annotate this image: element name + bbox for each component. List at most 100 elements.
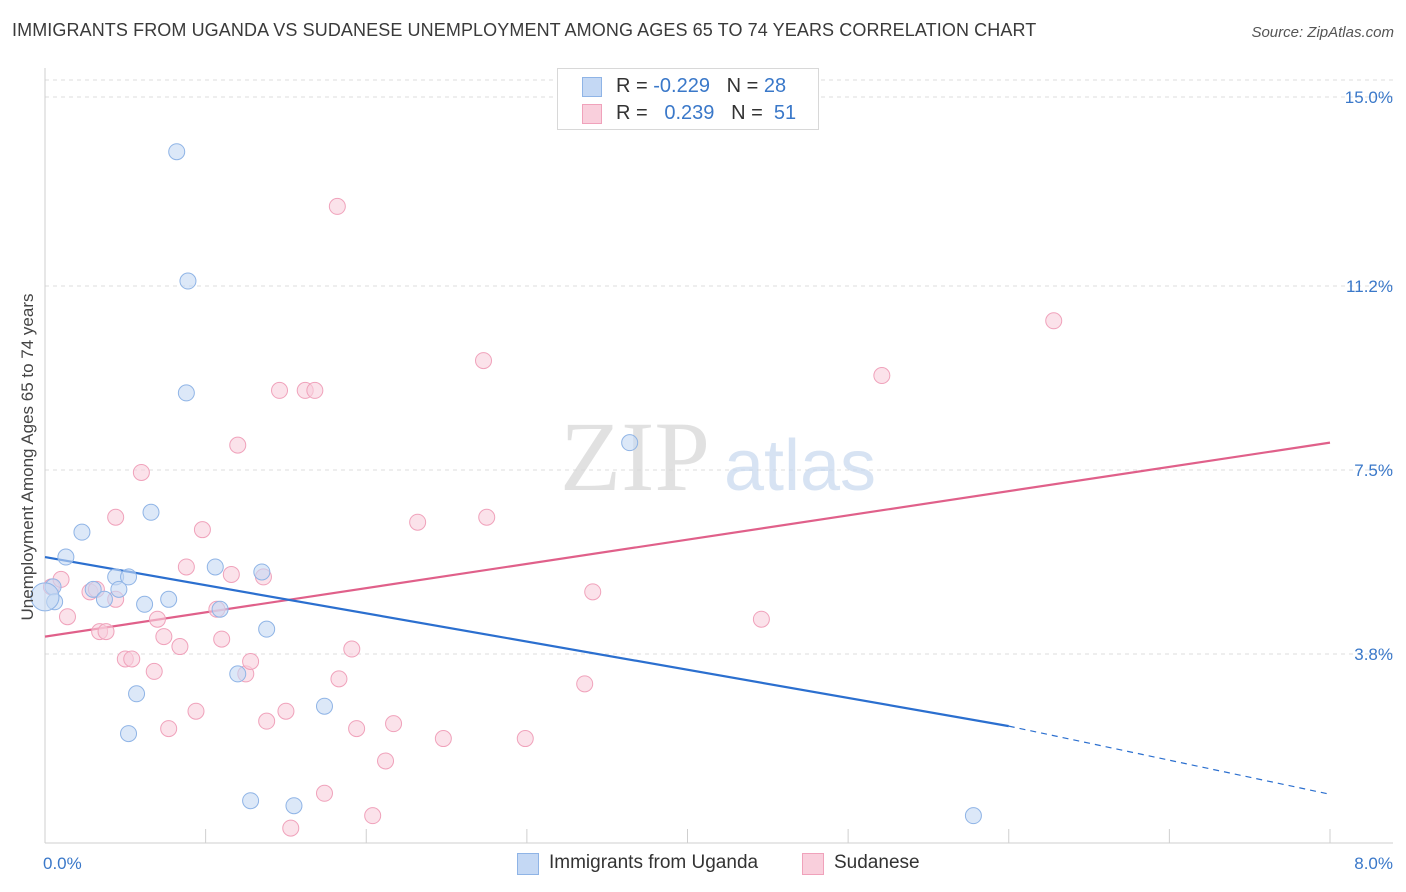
sudanese-point [177,558,195,576]
legend-r-value-sudanese: 0.239 [664,102,715,124]
sudanese-point [258,712,276,730]
uganda-point [120,568,138,586]
chart-title: IMMIGRANTS FROM UGANDA VS SUDANESE UNEMP… [12,20,1037,40]
uganda-point [160,590,178,608]
gridlines [45,79,1393,655]
bottom-legend-label-uganda: Immigrants from Uganda [549,852,759,873]
uganda-point [211,600,229,618]
uganda-point [253,563,271,581]
sudanese-point [377,752,395,770]
sudanese-point [132,463,150,481]
sudanese-point [107,508,125,526]
axes [44,68,1393,844]
uganda-point [229,665,247,683]
uganda-point [964,807,982,825]
sudanese-point [434,730,452,748]
legend-n-value-uganda: 28 [763,75,787,97]
sudanese-point [193,521,211,539]
sudanese-point [277,702,295,720]
watermark-atlas: atlas [724,426,876,506]
uganda-point [110,580,128,598]
trend-lines [44,441,1331,795]
uganda-point [177,384,195,402]
sudanese-point [478,508,496,526]
uganda-point [315,697,333,715]
uganda-point [285,797,303,815]
sudanese-point [385,715,403,733]
legend-r-value-uganda: -0.229 [653,75,710,97]
uganda-point [128,685,146,703]
legend-r-label: R = [616,75,648,97]
uganda-point [621,434,639,452]
sudanese-point [271,381,289,399]
uganda-point [95,590,113,608]
sudanese-point [306,381,324,399]
sudanese-point [348,720,366,738]
sudanese-point [155,628,173,646]
sudanese-point [330,670,348,688]
y-tick-label: 7.5% [1354,461,1393,480]
bottom-legend-swatch-uganda [517,853,539,875]
sudanese-point [97,623,115,641]
y-axis-label: Unemployment Among Ages 65 to 74 years [18,293,37,621]
sudanese-point [187,702,205,720]
sudanese-point [1045,312,1063,330]
sudanese-point [584,583,602,601]
sudanese-point [328,197,346,215]
trend-line-uganda [44,555,1009,728]
sudanese-point [576,675,594,693]
uganda-point [136,595,154,613]
sudanese-point [873,367,891,385]
sudanese-point [364,807,382,825]
bottom-legend-label-sudanese: Sudanese [834,852,920,873]
uganda-point [258,620,276,638]
legend-n-label: N = [731,102,763,124]
sudanese-point [171,638,189,656]
tick-labels: 3.8% 7.5% 11.2% 15.0% 0.0% 8.0% [43,88,1393,873]
sudanese-point [475,352,493,370]
uganda-point [168,143,186,161]
sudanese-point [222,565,240,583]
uganda-point [179,272,197,290]
data-points [30,143,1063,837]
sudanese-point [145,662,163,680]
x-tick-label-max: 8.0% [1354,854,1393,873]
legend-swatch-sudanese [582,104,602,124]
trend-line-sudanese [44,441,1331,638]
sudanese-point [516,730,534,748]
sudanese-point [213,630,231,648]
chart-source: Source: ZipAtlas.com [1251,24,1394,41]
legend-n-label: N = [726,75,759,97]
legend-r-label: R = [616,102,648,124]
sudanese-point [409,513,427,531]
uganda-point [73,523,91,541]
uganda-point [120,725,138,743]
sudanese-point [752,610,770,628]
legend-swatch-uganda [582,77,602,97]
sudanese-point [242,652,260,670]
y-tick-label: 11.2% [1346,277,1393,296]
sudanese-point [315,784,333,802]
watermark-zip: ZIP [560,401,710,512]
sudanese-point [123,650,141,668]
x-tick-label-min: 0.0% [43,854,82,873]
legend-n-value-sudanese: 51 [773,102,797,124]
watermark: ZIP atlas [560,401,876,512]
uganda-point [57,548,75,566]
correlation-legend: R = -0.229 N = 28 R = 0.239 N = 51 [557,68,819,130]
uganda-point [84,580,102,598]
sudanese-point [229,436,247,454]
sudanese-point [148,610,166,628]
sudanese-point [160,720,178,738]
y-tick-label: 15.0% [1345,88,1393,107]
uganda-point [142,503,160,521]
uganda-point [30,582,60,612]
y-tick-label: 3.8% [1354,645,1393,664]
sudanese-point [282,819,300,837]
sudanese-point [58,608,76,626]
sudanese-point [343,640,361,658]
uganda-point [242,792,260,810]
trend-line-uganda-extension [1008,725,1331,795]
bottom-legend-swatch-sudanese [802,853,824,875]
